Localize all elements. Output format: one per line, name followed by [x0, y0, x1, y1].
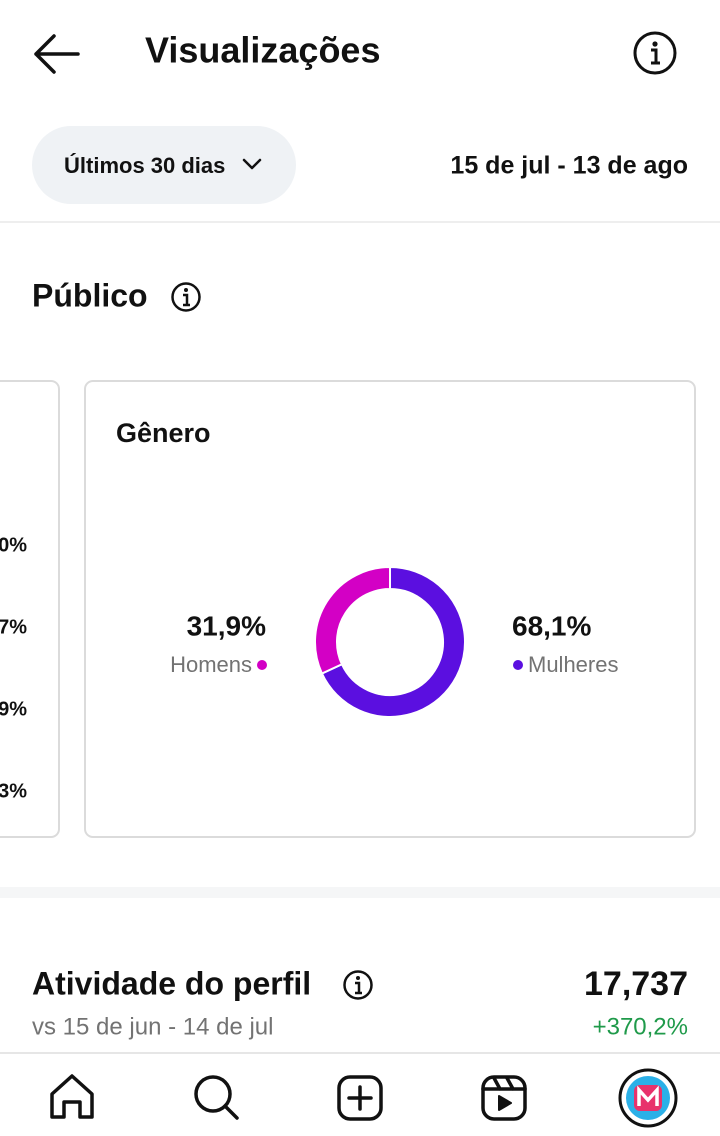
card-labels: 0% 7% 9% 3% [0, 534, 27, 802]
home-tab[interactable] [50, 1074, 94, 1119]
search-tab[interactable] [194, 1075, 239, 1120]
comparison-period: vs 15 de jun - 14 de jul [32, 1013, 274, 1040]
card-label: 0% [0, 534, 27, 556]
legend-dot [513, 660, 523, 670]
date-filter[interactable]: Últimos 30 dias [32, 126, 296, 204]
card [0, 380, 60, 838]
value-label: 31,9% [187, 610, 266, 641]
donut-chart [314, 565, 466, 718]
filter-label: Últimos 30 dias [64, 153, 225, 178]
section-title: Público [32, 277, 148, 313]
reels-tab[interactable] [481, 1075, 527, 1121]
card-label: 3% [0, 780, 27, 802]
section-title: Atividade do perfil [32, 965, 311, 1001]
page-title: Visualizações [145, 30, 380, 71]
card-title: Gênero [116, 418, 211, 448]
card-label: 9% [0, 698, 27, 720]
info-icon[interactable] [171, 282, 201, 312]
gender-card [84, 380, 696, 838]
create-tab[interactable] [337, 1075, 383, 1121]
legend-dot [257, 660, 267, 670]
card-label: 7% [0, 616, 27, 638]
donut-segment [320, 565, 466, 718]
info-button[interactable] [633, 31, 677, 75]
legend-label: Homens [170, 652, 252, 677]
legend-label: Mulheres [528, 652, 618, 677]
back-button[interactable] [34, 34, 80, 74]
date-range: 15 de jul - 13 de ago [450, 152, 688, 180]
donut-segment [314, 565, 391, 675]
activity-change: +370,2% [593, 1013, 688, 1040]
activity-value: 17,737 [584, 965, 688, 1003]
info-icon[interactable] [343, 970, 373, 1000]
value-label: 68,1% [512, 610, 591, 641]
section-separator [0, 887, 720, 898]
profile-tab[interactable] [618, 1068, 678, 1128]
